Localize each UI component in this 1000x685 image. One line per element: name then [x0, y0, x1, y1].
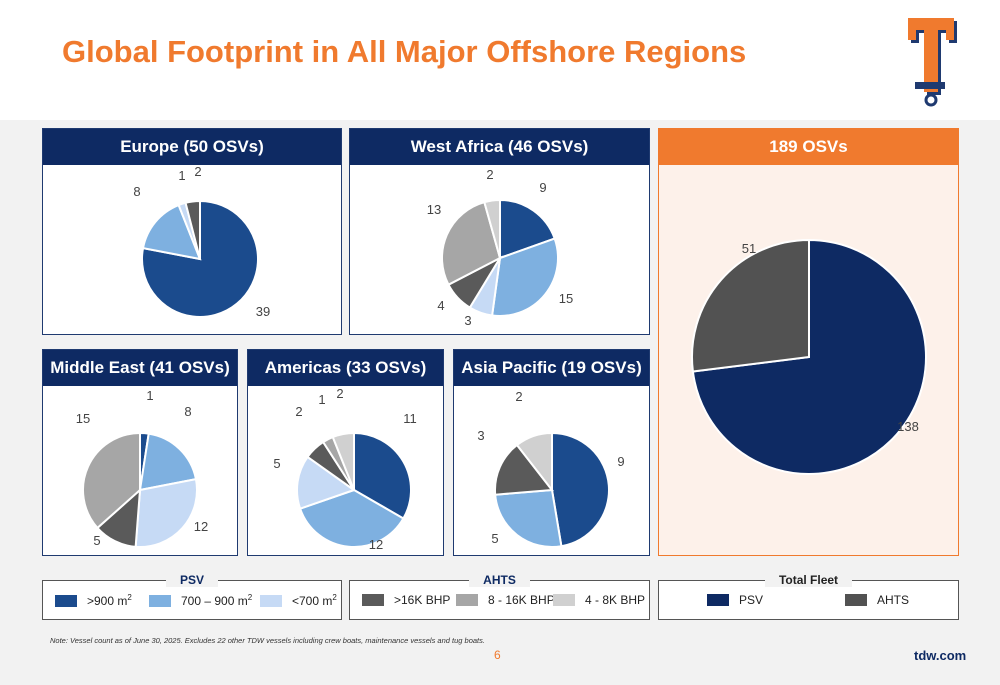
total-fleet-title: 189 OSVs [659, 129, 958, 165]
data-label: 2 [194, 165, 201, 179]
legend-psv-small: <700 m2 [292, 593, 337, 608]
psv-legend: PSV >900 m2 700 – 900 m2 <700 m2 [42, 573, 342, 620]
swatch-ahts-mid [456, 594, 478, 606]
total-fleet-pie: 138 51 [691, 238, 927, 475]
swatch-fleet-ahts [845, 594, 867, 606]
pie-slice [515, 431, 553, 493]
legend-ahts-small: 4 - 8K BHP [585, 593, 646, 607]
pie-slice [138, 432, 198, 492]
pie-slice [141, 203, 202, 261]
legend-psv-mid: 700 – 900 m2 [181, 593, 253, 608]
total-fleet-panel: 189 OSVs 138 51 [658, 128, 959, 556]
pie-slice [494, 443, 554, 496]
asia-pacific-panel: Asia Pacific (19 OSVs) 9 5 3 2 [453, 349, 650, 556]
website-link[interactable]: tdw.com [914, 648, 967, 663]
europe-title: Europe (50 OSVs) [43, 129, 341, 165]
data-label: 1 [146, 388, 153, 403]
legend-fleet-ahts: AHTS [877, 593, 910, 607]
swatch-psv-mid [149, 594, 171, 607]
data-label: 2 [295, 404, 302, 419]
data-label: 2 [486, 167, 493, 182]
ahts-legend: AHTS >16K BHP 8 - 16K BHP 4 - 8K BHP [349, 573, 650, 620]
europe-panel: Europe (50 OSVs) 39 8 1 2 [42, 128, 342, 335]
psv-legend-title: PSV [165, 573, 218, 587]
legend-psv-large: >900 m2 [87, 593, 132, 608]
data-label: 9 [539, 180, 546, 195]
pie-slice [296, 455, 357, 510]
legend-fleet-psv: PSV [739, 593, 764, 607]
pie-slice [184, 199, 201, 260]
tidewater-logo [908, 18, 957, 107]
data-label: 5 [273, 456, 280, 471]
data-label: 51 [742, 241, 756, 256]
pie-slice [134, 477, 198, 548]
data-label: 12 [369, 537, 383, 552]
data-label: 5 [491, 531, 498, 546]
pie-slice [141, 199, 259, 318]
data-label: 1 [178, 168, 185, 183]
asia-pacific-pie: 9 5 3 2 [477, 389, 625, 548]
west-africa-pie: 9 15 3 4 13 2 [427, 167, 573, 328]
middle-east-title: Middle East (41 OSVs) [43, 350, 237, 386]
pie-slice [298, 488, 405, 548]
west-africa-title: West Africa (46 OSVs) [350, 129, 649, 165]
swatch-fleet-psv [707, 594, 729, 606]
data-label: 2 [515, 389, 522, 404]
americas-title: Americas (33 OSVs) [248, 350, 443, 386]
data-label: 39 [256, 304, 270, 319]
data-label: 13 [427, 202, 441, 217]
fleet-legend-title: Total Fleet [764, 573, 853, 587]
asia-pacific-title: Asia Pacific (19 OSVs) [454, 350, 649, 386]
middle-east-pie: 1 8 12 5 15 [76, 388, 208, 548]
pie-slice [331, 431, 355, 491]
pie-slice [691, 238, 810, 373]
data-label: 15 [559, 291, 573, 306]
footnote: Note: Vessel count as of June 30, 2025. … [50, 636, 485, 645]
data-label: 15 [76, 411, 90, 426]
legend-ahts-mid: 8 - 16K BHP [488, 593, 555, 607]
west-africa-panel: West Africa (46 OSVs) 9 15 3 4 13 2 [349, 128, 650, 335]
data-label: 11 [403, 411, 417, 426]
page-number: 6 [494, 648, 501, 662]
pie-slice [441, 200, 502, 287]
swatch-ahts-large [362, 594, 384, 606]
data-label: 2 [336, 386, 343, 401]
swatch-ahts-small [553, 594, 575, 606]
data-label: 5 [93, 533, 100, 548]
pie-slice [490, 237, 559, 317]
pie-slice [494, 488, 563, 548]
data-label: 9 [617, 454, 624, 469]
europe-pie: 39 8 1 2 [133, 165, 270, 319]
americas-panel: Americas (33 OSVs) 11 12 5 2 1 2 [247, 349, 444, 556]
legend-ahts-large: >16K BHP [394, 593, 451, 607]
data-label: 1 [318, 392, 325, 407]
data-label: 12 [194, 519, 208, 534]
middle-east-panel: Middle East (41 OSVs) 1 8 12 5 15 [42, 349, 238, 556]
data-label: 138 [897, 419, 919, 434]
data-label: 4 [437, 298, 444, 313]
data-label: 3 [477, 428, 484, 443]
pie-slice [499, 198, 556, 260]
pie-slice [483, 198, 501, 259]
swatch-psv-small [260, 594, 282, 607]
data-label: 3 [464, 313, 471, 328]
page-title: Global Footprint in All Major Offshore R… [62, 34, 747, 69]
ahts-legend-title: AHTS [469, 573, 530, 587]
swatch-psv-large [55, 594, 77, 607]
fleet-legend: Total Fleet PSV AHTS [658, 573, 959, 620]
data-label: 8 [184, 404, 191, 419]
data-label: 8 [133, 184, 140, 199]
pie-slice [82, 431, 141, 530]
pie-slice [551, 431, 610, 548]
